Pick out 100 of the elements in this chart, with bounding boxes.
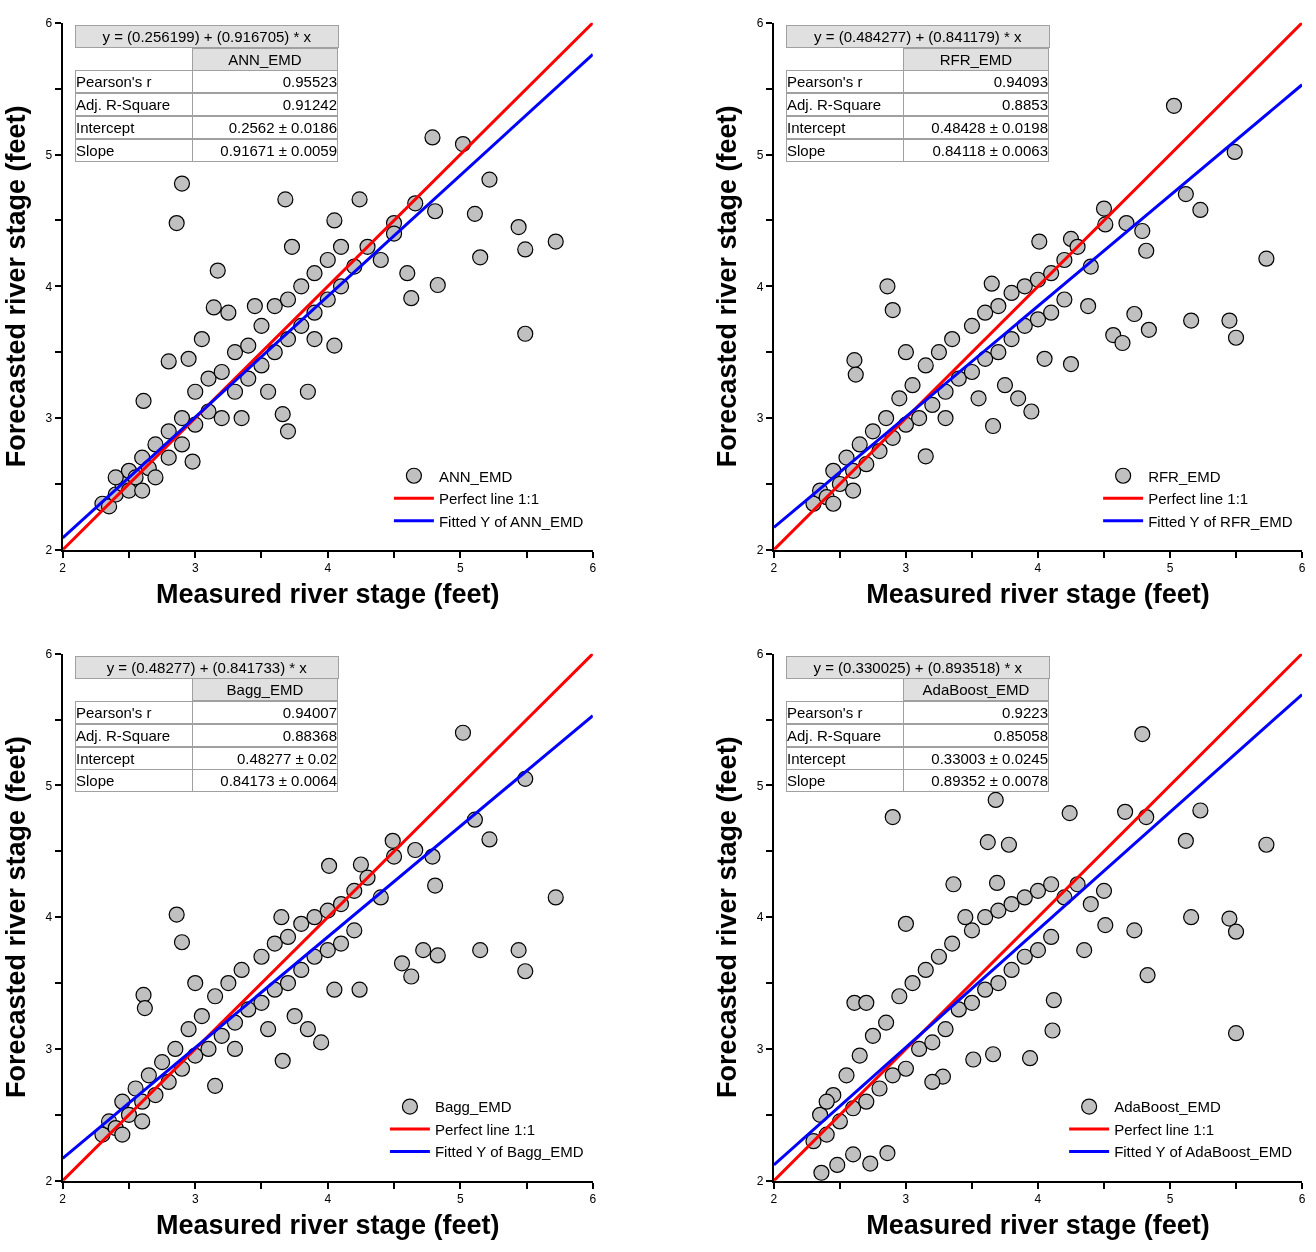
- x-axis-title: Measured river stage (feet): [866, 579, 1210, 610]
- annotation: 0.8853: [1002, 96, 1048, 113]
- annotation: 0.84118 ± 0.0063: [932, 142, 1048, 159]
- annotation: Pearson's r: [76, 704, 152, 721]
- annotation: Pearson's r: [787, 73, 863, 90]
- y-tick-label: 4: [756, 910, 764, 925]
- annotation: y = (0.484277) + (0.841179) * x: [814, 28, 1022, 45]
- x-tick-label: 5: [1166, 1192, 1174, 1207]
- x-axis-title: Measured river stage (feet): [155, 1210, 500, 1241]
- x-tick-label: 6: [1298, 561, 1306, 576]
- x-tick-label: 4: [324, 1192, 332, 1207]
- x-tick-label: 2: [59, 1192, 67, 1207]
- x-tick-label: 4: [1034, 561, 1042, 576]
- annotation: Intercept: [76, 119, 136, 136]
- x-tick-label: 3: [191, 1192, 199, 1207]
- annotation: 0.94007: [282, 704, 337, 721]
- y-tick-label: 6: [45, 16, 53, 31]
- annotation: 0.94093: [993, 73, 1048, 90]
- y-tick-label: 3: [756, 411, 764, 426]
- y-tick-label: 5: [45, 778, 53, 793]
- legend-label: ANN_EMD: [438, 467, 513, 485]
- x-tick-label: 5: [1166, 561, 1174, 576]
- y-tick-label: 4: [756, 279, 764, 294]
- y-tick-label: 2: [756, 543, 764, 558]
- annotation: ANN_EMD: [228, 51, 302, 68]
- legend-label: Bagg_EMD: [434, 1098, 512, 1116]
- y-tick-label: 5: [45, 147, 53, 162]
- annotation: Adj. R-Square: [76, 727, 171, 744]
- annotation: Slope: [787, 142, 826, 159]
- x-tick-label: 3: [902, 561, 910, 576]
- x-axis-title: Measured river stage (feet): [866, 1210, 1210, 1241]
- legend-label: Perfect line 1:1: [1148, 490, 1249, 508]
- annotation: AdaBoost_EMD: [922, 681, 1030, 698]
- x-tick-label: 4: [324, 561, 332, 576]
- y-tick-label: 2: [756, 1173, 764, 1188]
- x-tick-label: 2: [59, 561, 67, 576]
- y-axis-title: Forecasted river stage (feet): [1, 105, 32, 468]
- legend-label: Fitted Y of AdaBoost_EMD: [1114, 1143, 1293, 1161]
- y-tick-label: 3: [756, 1042, 764, 1057]
- annotation: y = (0.330025) + (0.893518) * x: [813, 659, 1023, 676]
- annotation: 0.91242: [282, 96, 337, 113]
- y-tick-label: 6: [756, 646, 764, 661]
- x-tick-label: 3: [902, 1192, 910, 1207]
- legend-label: Fitted Y of Bagg_EMD: [434, 1143, 584, 1161]
- y-axis-title: Forecasted river stage (feet): [712, 736, 743, 1099]
- annotation: Bagg_EMD: [226, 681, 304, 698]
- annotation: Slope: [76, 772, 115, 789]
- x-tick-label: 5: [456, 561, 464, 576]
- legend-label: Fitted Y of RFR_EMD: [1148, 512, 1293, 530]
- annotation: 0.2562 ± 0.0186: [228, 119, 337, 136]
- y-tick-label: 3: [45, 411, 53, 426]
- annotation: Slope: [787, 772, 826, 789]
- y-axis-title: Forecasted river stage (feet): [712, 105, 743, 468]
- annotation: 0.9223: [1002, 704, 1048, 721]
- y-tick-label: 6: [45, 646, 53, 661]
- annotation: 0.48277 ± 0.02: [237, 750, 337, 767]
- annotation: Slope: [76, 142, 115, 159]
- annotation: 0.91671 ± 0.0059: [220, 142, 337, 159]
- annotation: RFR_EMD: [939, 51, 1013, 68]
- annotation: 0.84173 ± 0.0064: [220, 772, 337, 789]
- legend-label: Fitted Y of ANN_EMD: [438, 512, 584, 530]
- annotation: y = (0.256199) + (0.916705) * x: [102, 28, 312, 45]
- x-tick-label: 5: [456, 1192, 464, 1207]
- annotation: 0.88368: [282, 727, 337, 744]
- annotation: 0.95523: [282, 73, 337, 90]
- x-tick-label: 6: [589, 1192, 597, 1207]
- annotation: Intercept: [787, 750, 847, 767]
- annotation: Adj. R-Square: [787, 96, 882, 113]
- annotation: Adj. R-Square: [787, 727, 882, 744]
- x-axis-title: Measured river stage (feet): [155, 579, 500, 610]
- annotation: 0.89352 ± 0.0078: [931, 772, 1048, 789]
- y-tick-label: 3: [45, 1042, 53, 1057]
- y-tick-label: 2: [45, 543, 53, 558]
- legend-label: AdaBoost_EMD: [1114, 1098, 1222, 1116]
- annotation: Intercept: [787, 119, 847, 136]
- annotation: 0.85058: [993, 727, 1048, 744]
- y-tick-label: 4: [45, 279, 53, 294]
- x-tick-label: 6: [589, 561, 597, 576]
- x-tick-label: 2: [770, 561, 778, 576]
- x-tick-label: 4: [1034, 1192, 1042, 1207]
- annotation: Intercept: [76, 750, 136, 767]
- annotation: Adj. R-Square: [76, 96, 171, 113]
- annotation: y = (0.48277) + (0.841733) * x: [106, 659, 308, 676]
- x-tick-label: 6: [1298, 1192, 1306, 1207]
- annotation: Pearson's r: [76, 73, 152, 90]
- y-tick-label: 5: [756, 778, 764, 793]
- y-tick-label: 2: [45, 1173, 53, 1188]
- annotation: Pearson's r: [787, 704, 863, 721]
- legend-label: Perfect line 1:1: [438, 490, 539, 508]
- legend-label: Perfect line 1:1: [1114, 1120, 1215, 1138]
- x-tick-label: 3: [191, 561, 199, 576]
- y-tick-label: 4: [45, 910, 53, 925]
- legend-label: RFR_EMD: [1148, 467, 1221, 485]
- annotation: 0.48428 ± 0.0198: [931, 119, 1048, 136]
- legend-label: Perfect line 1:1: [434, 1120, 535, 1138]
- annotation: 0.33003 ± 0.0245: [931, 750, 1048, 767]
- y-tick-label: 6: [756, 16, 764, 31]
- y-tick-label: 5: [756, 147, 764, 162]
- x-tick-label: 2: [770, 1192, 778, 1207]
- y-axis-title: Forecasted river stage (feet): [1, 736, 32, 1099]
